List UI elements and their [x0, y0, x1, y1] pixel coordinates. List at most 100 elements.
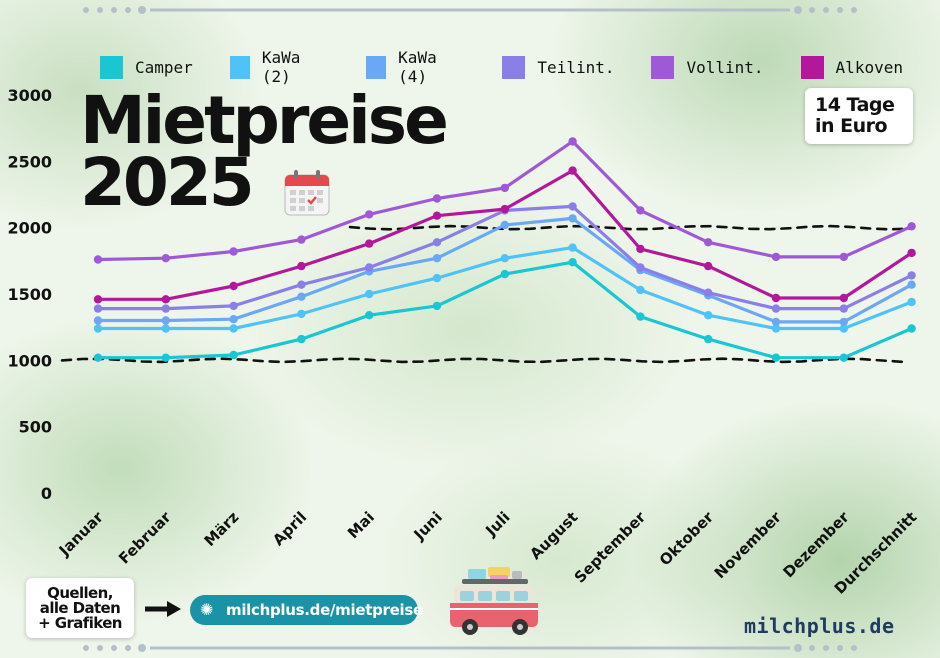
unit-line-2: in Euro [815, 115, 888, 137]
reference-line [348, 224, 912, 231]
data-point [839, 293, 848, 303]
data-point [432, 254, 442, 263]
data-point [500, 204, 509, 214]
data-point [771, 304, 781, 313]
x-tick-label: November [711, 508, 785, 582]
legend-swatch [366, 55, 387, 79]
series-kawa-2- [93, 243, 916, 333]
data-point [636, 206, 645, 215]
data-point [771, 293, 781, 303]
data-point [500, 183, 509, 193]
data-point [161, 295, 170, 304]
data-point [839, 353, 848, 362]
data-point [771, 353, 781, 362]
data-point [771, 324, 781, 333]
data-point [161, 353, 170, 362]
legend-label: Teilint. [537, 57, 615, 77]
sources-box: Quellen, alle Daten + Grafiken [26, 578, 134, 638]
brand-name: milchplus.de [744, 614, 895, 638]
data-point [365, 289, 374, 299]
data-point [161, 304, 170, 313]
legend: Camper KaWa (2) KaWa (4) Teilint. Vollint. Al… [100, 48, 940, 86]
legend-swatch [651, 55, 675, 79]
x-tick-label: Januar [55, 508, 107, 560]
data-point [568, 243, 577, 252]
legend-item: Alkoven [800, 48, 903, 86]
data-point [297, 280, 306, 289]
data-point [704, 311, 713, 320]
data-point [229, 301, 238, 311]
series-camper [93, 258, 916, 362]
legend-label: KaWa (4) [398, 48, 437, 86]
data-point [161, 254, 170, 263]
data-point [568, 202, 577, 211]
x-tick-label: April [269, 508, 310, 549]
data-point [500, 220, 509, 230]
x-tick-label: Februar [115, 508, 175, 568]
data-point [297, 235, 306, 244]
sources-line-1: Quellen, [47, 583, 113, 602]
y-tick-label: 1000 [7, 351, 52, 370]
source-link[interactable]: ✺ milchplus.de/mietpreise [190, 595, 423, 625]
title-line-1: Mietpreise [80, 82, 449, 159]
data-point [704, 334, 713, 344]
legend-label: Vollint. [686, 57, 764, 77]
asterisk-icon: ✺ [200, 600, 214, 619]
source-link-label: milchplus.de/mietpreise [226, 601, 423, 619]
legend-item: Teilint. [502, 48, 614, 86]
data-point [432, 238, 442, 247]
data-point [432, 194, 442, 203]
y-tick-label: 500 [19, 418, 52, 437]
data-point [432, 273, 442, 283]
data-point [229, 350, 238, 360]
data-point [93, 255, 103, 264]
camper-van-icon [450, 567, 538, 635]
legend-swatch [100, 55, 123, 79]
data-point [365, 311, 374, 320]
legend-label: Alkoven [835, 57, 903, 77]
data-point [839, 324, 848, 333]
calendar-icon [284, 170, 330, 216]
data-point [229, 315, 238, 324]
series-lines [93, 137, 916, 362]
data-point [636, 285, 645, 295]
data-point [229, 324, 238, 333]
data-point [704, 261, 713, 271]
frame-border [83, 6, 857, 652]
legend-label: Camper [135, 57, 193, 77]
y-axis-ticks: 0 500 1000 1500 2000 2500 3000 [7, 86, 52, 503]
data-point [161, 316, 170, 325]
unit-note: 14 Tage in Euro [805, 88, 913, 144]
data-point [229, 247, 238, 256]
y-tick-label: 1500 [7, 285, 52, 304]
data-point [93, 316, 103, 325]
data-point [93, 353, 103, 362]
series-vollint- [93, 137, 916, 264]
data-point [297, 309, 306, 319]
x-tick-label: Juli [481, 508, 513, 540]
series-kawa-4- [93, 214, 916, 327]
data-point [93, 295, 103, 304]
data-point [432, 211, 442, 220]
x-tick-label: Dezember [779, 508, 853, 582]
data-point [907, 222, 916, 231]
data-point [907, 271, 916, 280]
data-point [568, 137, 577, 146]
data-point [771, 317, 781, 327]
reference-line [60, 357, 904, 364]
data-point [297, 292, 306, 301]
data-point [161, 324, 170, 333]
x-tick-label: August [526, 508, 581, 563]
y-tick-label: 3000 [7, 86, 52, 105]
data-point [907, 324, 916, 333]
arrow-right-icon [145, 601, 181, 617]
data-point [839, 304, 848, 313]
sources-line-2: alle Daten [39, 598, 121, 617]
sources-line-3: + Grafiken [38, 613, 122, 632]
y-tick-label: 2000 [7, 219, 52, 238]
data-point [93, 304, 103, 313]
data-point [500, 254, 509, 263]
data-point [568, 214, 577, 223]
